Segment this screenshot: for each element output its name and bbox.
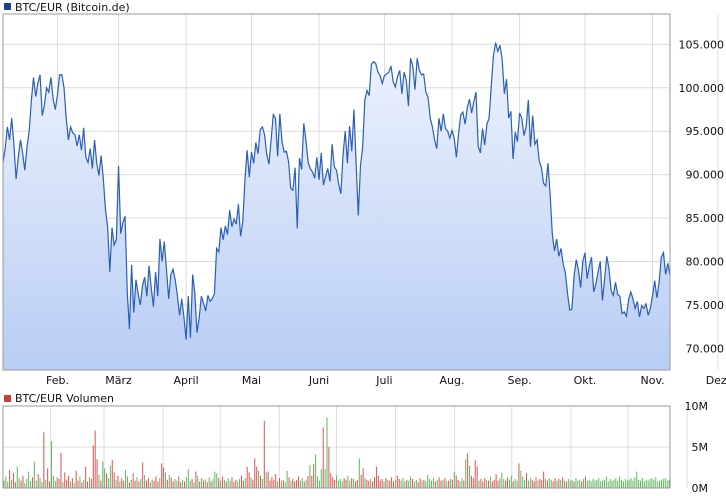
- price-x-tick-label: Mai: [242, 374, 261, 387]
- volume-gridlines: [3, 405, 688, 489]
- price-x-tick-label: Aug.: [440, 374, 465, 387]
- price-y-tick-label: 90.000: [686, 169, 725, 182]
- price-y-tick-label: 85.000: [686, 212, 725, 225]
- price-x-tick-label: Juli: [375, 374, 392, 387]
- volume-legend-swatch: [4, 395, 11, 402]
- price-x-tick-label: März: [105, 374, 132, 387]
- price-x-tick-label: Feb.: [46, 374, 69, 387]
- price-series-line: [2, 42, 671, 340]
- price-legend-label: BTC/EUR (Bitcoin.de): [15, 1, 130, 14]
- price-x-tick-labels: Feb. März April Mai Juni Juli Aug. Sep. Okt. Nov.…: [46, 374, 726, 387]
- price-y-tick-label: 95.000: [686, 125, 725, 138]
- volume-panel-frame: [2, 405, 671, 489]
- price-y-tick-label: 105.000: [679, 38, 725, 51]
- price-x-tick-label: Okt.: [574, 374, 597, 387]
- price-y-tick-label: 100.000: [679, 82, 725, 95]
- volume-y-tick-label: 10M: [685, 400, 709, 413]
- price-x-tick-label: April: [174, 374, 199, 387]
- price-y-tick-label: 75.000: [686, 299, 725, 312]
- volume-bars: [3, 417, 670, 488]
- price-panel: 70.000 75.000 80.000 85.000 90.000 95.000 100.…: [2, 13, 726, 387]
- volume-y-tick-label: 0M: [692, 482, 709, 495]
- price-x-tick-label: Juni: [308, 374, 329, 387]
- price-y-tick-label: 70.000: [686, 342, 725, 355]
- volume-y-tick-label: 5M: [692, 441, 709, 454]
- price-y-tick-label: 80.000: [686, 255, 725, 268]
- volume-panel: 0M 5M 10M: [2, 400, 709, 495]
- volume-y-tick-labels: 0M 5M 10M: [685, 400, 709, 495]
- price-panel-frame: [2, 13, 671, 371]
- volume-legend-label: BTC/EUR Volumen: [15, 392, 114, 405]
- price-x-tick-label: Dez.: [706, 374, 726, 387]
- price-area-fill: [3, 42, 670, 371]
- price-x-tick-label: Nov.: [640, 374, 664, 387]
- price-legend-swatch: [4, 3, 11, 10]
- price-y-tick-labels: 70.000 75.000 80.000 85.000 90.000 95.000 100.…: [679, 38, 725, 355]
- price-x-tick-label: Sep.: [507, 374, 531, 387]
